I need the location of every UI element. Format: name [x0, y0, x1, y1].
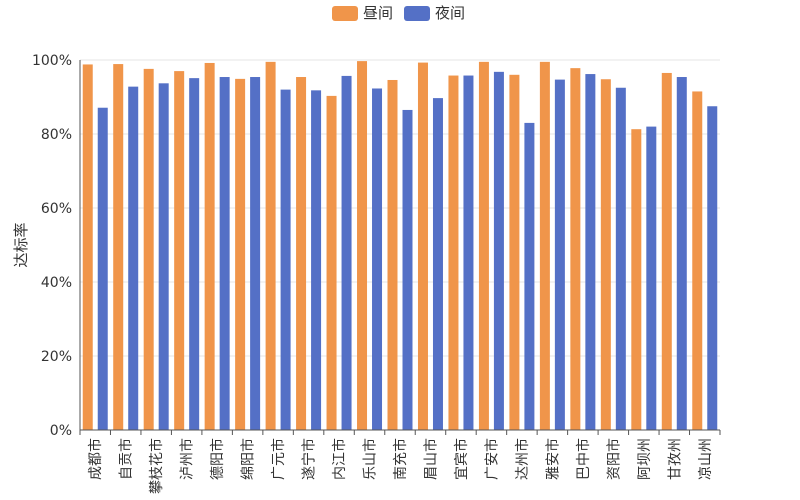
bar-day[interactable]: [631, 129, 642, 430]
bar-night[interactable]: [189, 78, 200, 430]
y-tick-label: 60%: [41, 201, 72, 217]
bar-day[interactable]: [600, 79, 611, 431]
bar-day[interactable]: [113, 64, 124, 430]
bar-day[interactable]: [174, 71, 185, 430]
x-tick-label: 广安市: [483, 438, 500, 480]
bar-day[interactable]: [478, 61, 489, 430]
bar-night[interactable]: [554, 79, 565, 431]
x-tick-label: 自贡市: [118, 438, 135, 480]
legend-label[interactable]: 昼间: [363, 4, 393, 22]
bar-day[interactable]: [417, 62, 428, 431]
x-tick-label: 巴中市: [575, 438, 592, 480]
y-tick-label: 0%: [50, 423, 72, 439]
bar-day[interactable]: [509, 74, 520, 431]
bar-night[interactable]: [372, 88, 383, 431]
bar-night[interactable]: [311, 90, 322, 430]
legend-swatch[interactable]: [332, 6, 358, 21]
x-tick-label: 遂宁市: [301, 438, 318, 480]
bar-night[interactable]: [524, 122, 535, 431]
bar-day[interactable]: [448, 75, 459, 430]
bar-night[interactable]: [585, 74, 596, 430]
bar-night[interactable]: [676, 77, 687, 431]
bar-day[interactable]: [265, 61, 276, 430]
x-tick-label: 内江市: [331, 438, 348, 480]
x-tick-label: 乐山市: [362, 438, 379, 480]
bar-day[interactable]: [326, 95, 337, 430]
bar-night[interactable]: [707, 106, 718, 430]
bar-night[interactable]: [158, 83, 169, 430]
grid-layer: [80, 59, 720, 357]
bar-night[interactable]: [402, 109, 413, 430]
bar-night[interactable]: [250, 77, 261, 431]
bar-night[interactable]: [463, 75, 474, 430]
bar-night[interactable]: [280, 89, 291, 430]
axis-layer: 0% 20% 40% 60% 80% 100% 成都市 自贡市 攀枝花市 泸州市 德阳市 绵阳市 广元市…: [32, 53, 721, 494]
bar-day[interactable]: [387, 79, 398, 430]
bar-day[interactable]: [296, 77, 307, 431]
x-tick-label: 攀枝花市: [148, 438, 165, 494]
x-tick-label: 泸州市: [179, 438, 196, 480]
bar-night[interactable]: [646, 126, 657, 430]
x-tick-label: 达州市: [514, 438, 531, 480]
x-tick-label: 雅安市: [544, 438, 561, 480]
bar-day[interactable]: [235, 78, 246, 431]
bar-night[interactable]: [128, 86, 139, 430]
bar-night[interactable]: [493, 71, 504, 430]
x-tick-label: 阿坝州: [637, 438, 653, 480]
bar-day[interactable]: [143, 68, 154, 430]
bar-night[interactable]: [432, 98, 443, 431]
x-tick-label: 广元市: [270, 438, 287, 480]
x-tick-label: 凉山州: [698, 438, 714, 480]
bar-day[interactable]: [357, 61, 368, 431]
bar-day[interactable]: [204, 62, 215, 431]
bar-night[interactable]: [615, 87, 626, 430]
x-tick-label: 眉山市: [422, 438, 439, 480]
bar-night[interactable]: [97, 107, 108, 430]
y-axis-title: 达标率: [12, 222, 30, 267]
bar-day[interactable]: [82, 64, 93, 430]
x-tick-label: 绵阳市: [240, 438, 257, 480]
bars-layer: [82, 61, 718, 431]
y-tick-label: 80%: [41, 127, 72, 143]
x-tick-label: 南充市: [392, 438, 409, 480]
legend-label[interactable]: 夜间: [435, 4, 465, 22]
y-tick-label: 40%: [41, 275, 72, 291]
legend[interactable]: 昼间 夜间: [332, 4, 465, 22]
x-tick-label: 宜宾市: [453, 438, 470, 480]
x-tick-label: 德阳市: [209, 438, 226, 480]
x-tick-label: 资阳市: [605, 438, 622, 480]
bar-day[interactable]: [692, 91, 703, 430]
x-tick-label: 成都市: [87, 438, 104, 480]
y-tick-label: 100%: [32, 53, 72, 69]
y-tick-label: 20%: [41, 349, 72, 365]
bar-night[interactable]: [219, 77, 230, 431]
bar-day[interactable]: [539, 61, 550, 430]
legend-swatch[interactable]: [404, 6, 430, 21]
bar-night[interactable]: [341, 75, 352, 430]
bar-day[interactable]: [570, 68, 581, 430]
bar-day[interactable]: [661, 72, 672, 430]
x-tick-label: 甘孜州: [667, 438, 683, 480]
